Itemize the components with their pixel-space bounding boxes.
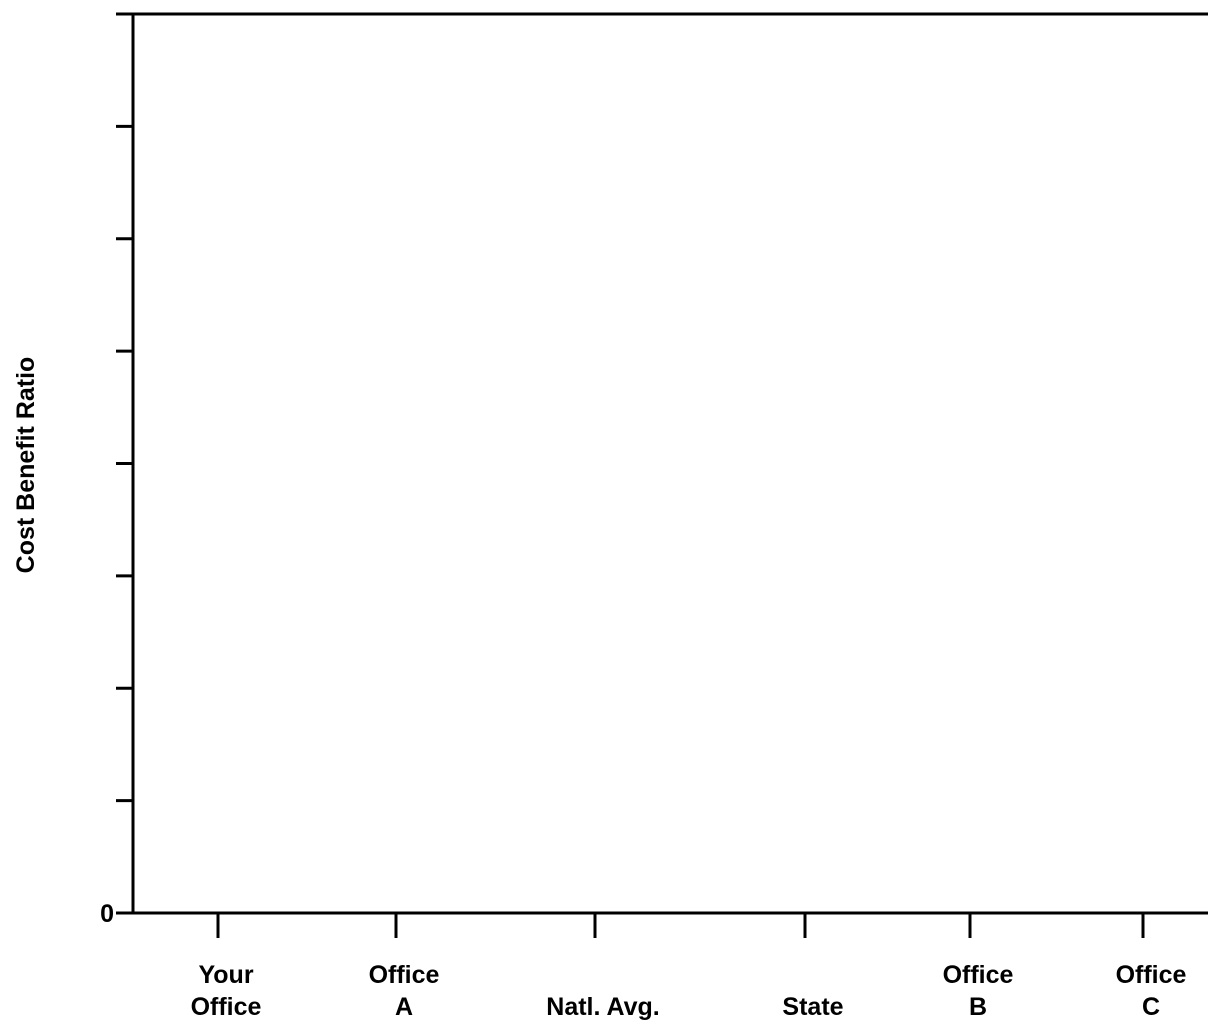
x-tick-label: Office	[1116, 961, 1187, 989]
x-tick-label: State	[782, 993, 843, 1021]
x-tick-label: Office	[943, 961, 1014, 989]
x-tick-label: Natl. Avg.	[546, 993, 659, 1021]
x-tick-label: Office	[369, 961, 440, 989]
y-ticks: 0	[100, 124, 133, 928]
x-tick-label: Your	[198, 961, 253, 989]
x-tick-label: A	[395, 993, 413, 1021]
x-tick-label: C	[1142, 993, 1160, 1021]
x-tick-label: B	[969, 993, 987, 1021]
y-axis-label: Cost Benefit Ratio	[12, 357, 40, 574]
x-tick-label: Office	[191, 993, 262, 1021]
y-tick-label: 0	[100, 900, 114, 928]
